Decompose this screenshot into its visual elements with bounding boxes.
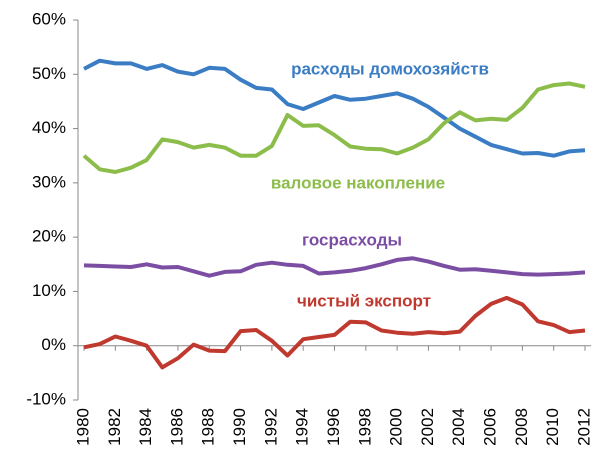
x-tick-label: 1998	[355, 408, 374, 446]
series-line	[83, 58, 586, 158]
x-tick-label: 1980	[73, 408, 92, 446]
x-tick-label: 2006	[481, 408, 500, 446]
x-tick-label: 2004	[449, 408, 468, 446]
x-tick-label: 2000	[387, 408, 406, 446]
series-line	[83, 256, 586, 278]
series-line	[82, 81, 586, 174]
x-tick-label: 1994	[293, 408, 312, 446]
x-tick-label: 1986	[167, 408, 186, 446]
x-tick-label: 1996	[324, 408, 343, 446]
y-tick-label: 50%	[32, 64, 66, 83]
series-label: чистый экспорт	[297, 291, 431, 310]
x-tick-label: 2012	[574, 408, 593, 446]
series-line	[83, 295, 586, 370]
series-label: госрасходы	[302, 230, 402, 249]
y-tick-label: 40%	[32, 118, 66, 137]
x-tick-label: 1984	[136, 408, 155, 446]
x-tick-label: 1982	[105, 408, 124, 446]
y-tick-label: 60%	[32, 9, 66, 28]
x-tick-label: 2002	[418, 408, 437, 446]
y-tick-label: -10%	[26, 389, 66, 408]
x-tick-label: 2010	[543, 408, 562, 446]
series-label: валовое накопление	[271, 173, 445, 192]
y-tick-label: 30%	[32, 172, 66, 191]
x-tick-label: 1988	[199, 408, 218, 446]
y-tick-label: 0%	[41, 335, 66, 354]
y-tick-label: 20%	[32, 227, 66, 246]
y-tick-label: 10%	[32, 281, 66, 300]
x-tick-label: 1992	[261, 408, 280, 446]
series-label: расходы домохозяйств	[291, 59, 489, 78]
x-tick-label: 2008	[512, 408, 531, 446]
x-tick-label: 1990	[230, 408, 249, 446]
